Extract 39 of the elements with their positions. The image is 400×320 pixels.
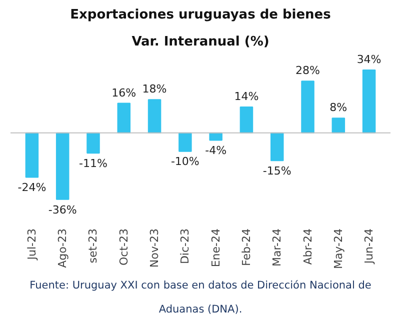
bar xyxy=(86,132,100,154)
x-tick-label: Jun-24 xyxy=(362,228,376,265)
data-label: 18% xyxy=(142,82,167,96)
x-tick-label: Mar-24 xyxy=(270,228,284,267)
data-label: -11% xyxy=(79,157,108,170)
bar xyxy=(148,99,162,134)
data-label: 16% xyxy=(112,86,136,100)
data-label: -10% xyxy=(170,155,200,168)
chart-title: Exportaciones uruguayas de bienes xyxy=(70,8,332,22)
x-tick-label: Ago-23 xyxy=(56,228,70,268)
bar xyxy=(178,132,192,152)
bar xyxy=(332,118,346,134)
x-tick-label: Jul-23 xyxy=(25,228,38,261)
data-label: 28% xyxy=(296,64,320,78)
x-tick-label: Nov-23 xyxy=(148,228,162,268)
x-tick-label: May-24 xyxy=(332,228,345,270)
data-label: 14% xyxy=(234,90,259,104)
x-tick-label: set-23 xyxy=(86,228,100,264)
data-label: -15% xyxy=(262,164,292,178)
bar xyxy=(56,132,70,200)
bar xyxy=(117,102,131,134)
bar xyxy=(209,132,222,141)
x-tick-label: Ene-24 xyxy=(209,228,222,268)
source-note: Fuente: Uruguay XXI con base en datos de Dirección Nacional de Aduanas (DNA). xyxy=(30,280,372,316)
bar xyxy=(301,80,314,134)
data-label: -4% xyxy=(205,144,227,158)
data-label: -36% xyxy=(48,203,77,216)
bar xyxy=(270,132,284,162)
data-label: 8% xyxy=(330,101,348,114)
x-tick-label: Feb-24 xyxy=(240,228,253,266)
bar xyxy=(25,132,39,178)
data-label: -24% xyxy=(18,181,46,194)
chart-subtitle: Var. Interanual (%) xyxy=(132,34,270,50)
data-label: 34% xyxy=(356,53,382,66)
bar xyxy=(362,70,376,134)
bar xyxy=(240,106,254,134)
x-tick-label: Abr-24 xyxy=(301,228,314,265)
x-tick-label: Dic-23 xyxy=(178,228,192,264)
x-tick-label: Oct-23 xyxy=(117,228,130,266)
